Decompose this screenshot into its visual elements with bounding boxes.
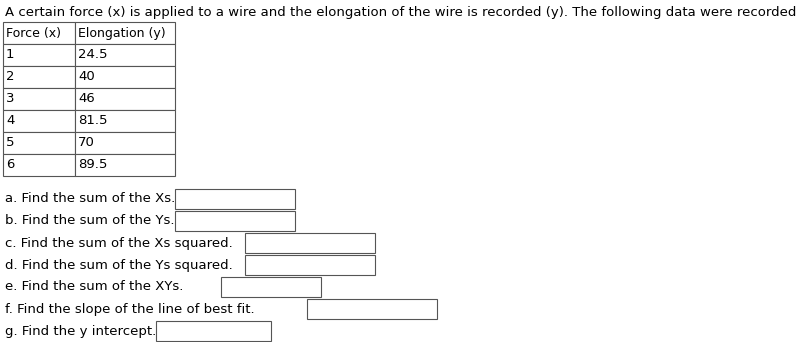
- Bar: [175, 189, 295, 209]
- Bar: [75, 154, 175, 176]
- Bar: [3, 22, 75, 44]
- Bar: [3, 66, 75, 88]
- Text: 89.5: 89.5: [78, 158, 107, 171]
- Text: Elongation (y): Elongation (y): [78, 26, 166, 39]
- Bar: [75, 66, 175, 88]
- Text: 70: 70: [78, 136, 95, 149]
- Text: 81.5: 81.5: [78, 115, 107, 128]
- Bar: [3, 110, 75, 132]
- Bar: [75, 88, 175, 110]
- Text: A certain force (x) is applied to a wire and the elongation of the wire is recor: A certain force (x) is applied to a wire…: [5, 6, 796, 19]
- Text: 2: 2: [6, 70, 14, 83]
- Text: 40: 40: [78, 70, 95, 83]
- Text: 4: 4: [6, 115, 14, 128]
- Text: c. Find the sum of the Xs squared.: c. Find the sum of the Xs squared.: [5, 237, 232, 250]
- Text: 6: 6: [6, 158, 14, 171]
- Bar: [3, 88, 75, 110]
- Bar: [245, 255, 375, 275]
- Text: 46: 46: [78, 92, 95, 105]
- Text: 5: 5: [6, 136, 14, 149]
- Text: a. Find the sum of the Xs.: a. Find the sum of the Xs.: [5, 193, 175, 206]
- Text: 3: 3: [6, 92, 14, 105]
- Text: 24.5: 24.5: [78, 49, 107, 62]
- Text: e. Find the sum of the XYs.: e. Find the sum of the XYs.: [5, 280, 183, 293]
- Text: 1: 1: [6, 49, 14, 62]
- Bar: [75, 132, 175, 154]
- Bar: [175, 211, 295, 231]
- Bar: [3, 132, 75, 154]
- Text: f. Find the slope of the line of best fit.: f. Find the slope of the line of best fi…: [5, 303, 255, 316]
- Bar: [75, 110, 175, 132]
- Text: b. Find the sum of the Ys.: b. Find the sum of the Ys.: [5, 214, 174, 227]
- Bar: [3, 44, 75, 66]
- Text: Force (x): Force (x): [6, 26, 61, 39]
- Text: d. Find the sum of the Ys squared.: d. Find the sum of the Ys squared.: [5, 259, 232, 272]
- Bar: [75, 22, 175, 44]
- Bar: [75, 44, 175, 66]
- Text: g. Find the y intercept.: g. Find the y intercept.: [5, 325, 156, 338]
- Bar: [156, 321, 271, 341]
- Bar: [245, 233, 375, 253]
- Bar: [307, 299, 437, 319]
- Bar: [221, 277, 321, 297]
- Bar: [3, 154, 75, 176]
